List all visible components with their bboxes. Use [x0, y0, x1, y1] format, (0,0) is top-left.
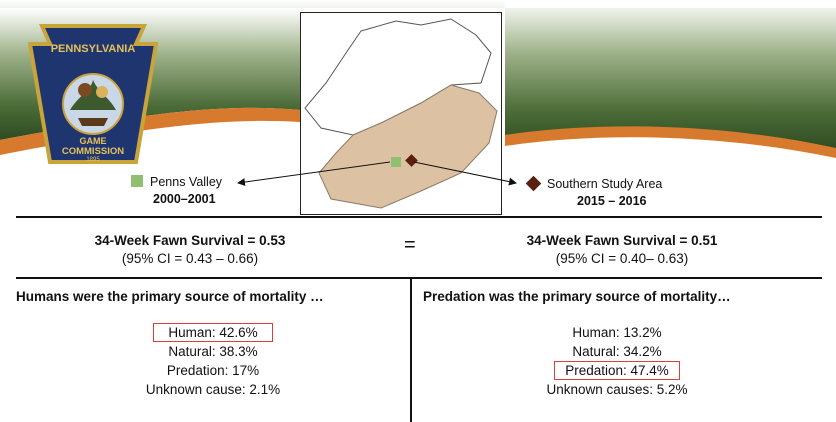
pgc-keystone-logo: PENNSYLVANIA GAME COMMISSION 1895: [28, 24, 158, 164]
equals-sign: =: [404, 234, 416, 256]
legend-penns-valley: Penns Valley 2000–2001: [131, 175, 222, 206]
divider-middle: [16, 277, 822, 279]
legend-penns-valley-label: Penns Valley: [150, 175, 223, 189]
legend-southern-study-area: Southern Study Area 2015 – 2016: [525, 175, 663, 208]
mortality-left-item-unknown: Unknown cause: 2.1%: [145, 382, 281, 397]
survival-penns-valley: 34-Week Fawn Survival = 0.53 (95% CI = 0…: [60, 233, 320, 266]
mortality-left-item-natural: Natural: 38.3%: [168, 344, 258, 359]
mortality-left-list: Human: 42.6% Natural: 38.3% Predation: 1…: [83, 323, 343, 399]
penns-valley-square-icon: [131, 175, 143, 187]
logo-text-pennsylvania: PENNSYLVANIA: [51, 43, 136, 55]
logo-text-year: 1895: [86, 157, 100, 163]
survival-right-ci: (95% CI = 0.40– 0.63): [555, 251, 689, 266]
mortality-right-item-predation: Predation: 47.4%: [554, 361, 680, 380]
logo-text-commission: COMMISSION: [62, 146, 124, 157]
mortality-left-heading: Humans were the primary source of mortal…: [16, 289, 324, 304]
penns-valley-marker: [391, 157, 401, 167]
survival-left-value: 34-Week Fawn Survival = 0.53: [94, 233, 286, 248]
survival-southern: 34-Week Fawn Survival = 0.51 (95% CI = 0…: [492, 233, 752, 266]
mortality-right-item-natural: Natural: 34.2%: [572, 344, 662, 359]
survival-right-value: 34-Week Fawn Survival = 0.51: [526, 233, 718, 248]
divider-top: [16, 216, 822, 218]
legend-southern-years: 2015 – 2016: [577, 194, 647, 208]
logo-text-game: GAME: [80, 136, 107, 146]
legend-southern-label: Southern Study Area: [547, 177, 663, 191]
mortality-right-list: Human: 13.2% Natural: 34.2% Predation: 4…: [487, 323, 747, 399]
mortality-right-heading: Predation was the primary source of mort…: [423, 289, 731, 304]
mortality-left-item-predation: Predation: 17%: [166, 363, 260, 378]
mortality-left-item-human: Human: 42.6%: [153, 323, 273, 342]
mortality-right-item-human: Human: 13.2%: [572, 325, 662, 340]
divider-vertical: [410, 279, 412, 422]
survival-left-ci: (95% CI = 0.43 – 0.66): [121, 251, 259, 266]
mortality-right-item-unknown: Unknown causes: 5.2%: [546, 382, 688, 397]
study-area-map: [300, 12, 502, 215]
pennsylvania-county-map: [304, 18, 498, 209]
southern-diamond-icon: [525, 175, 542, 192]
legend-penns-valley-years: 2000–2001: [153, 192, 216, 206]
